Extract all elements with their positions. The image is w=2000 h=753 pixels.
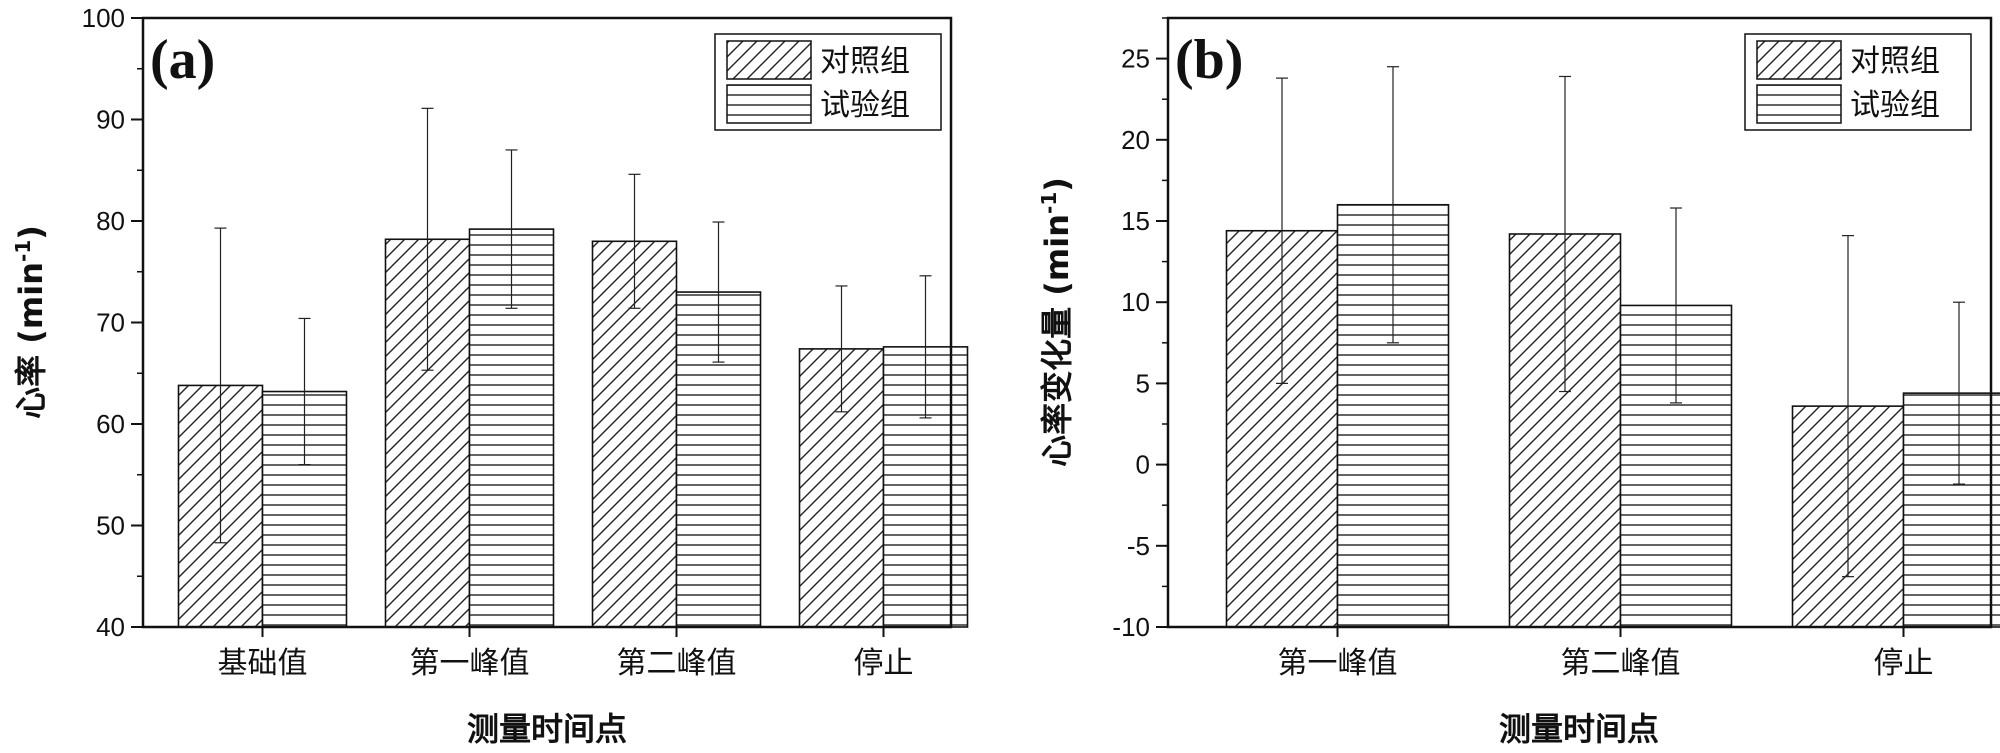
chart-b-x-tick-label: 第二峰值	[1561, 646, 1681, 681]
chart-b-legend-label-test: 试验组	[1850, 88, 1940, 123]
chart-panel-b: 第一峰值 第二峰值 停止 -10 -5 0 5 10 15 20 25 (b) 测量时间点 心率变化…	[1037, 16, 2000, 748]
chart-a-axes: 基础值 第一峰值 第二峰值 停止 40 50 60 70 80 90 100	[82, 3, 914, 681]
chart-b-y-tick-label: 0	[1136, 450, 1150, 480]
chart-a-legend-label-control: 对照组	[820, 44, 910, 79]
chart-a-marks	[177, 107, 969, 628]
chart-a-x-tick-label: 第一峰值	[410, 646, 530, 681]
chart-a-legend: 对照组 试验组	[714, 33, 942, 131]
chart-a-legend-swatch-test	[726, 84, 812, 124]
chart-b-y-axis-title: 心率变化量 (min-1)	[1037, 177, 1076, 467]
chart-b-y-tick-label: 10	[1121, 287, 1150, 317]
chart-b-legend: 对照组 试验组	[1744, 33, 1972, 131]
chart-b-y-tick-label: -10	[1112, 612, 1150, 642]
chart-b-legend-swatch-control	[1756, 40, 1842, 80]
chart-a-x-axis-title: 测量时间点	[467, 710, 627, 748]
chart-a-y-tick-label: 100	[82, 3, 125, 33]
chart-a-y-axis-title: 心率 (min-1)	[11, 225, 50, 419]
chart-a-legend-swatch-control	[726, 40, 812, 80]
chart-a-y-axis-title-main: 心率 (min	[12, 262, 50, 419]
chart-b-x-tick-label: 停止	[1874, 646, 1934, 681]
chart-b-y-axis-title-main: 心率变化量 (min	[1038, 214, 1076, 467]
chart-a-y-tick-label: 40	[96, 612, 125, 642]
chart-b-y-axis-title-sup: -1	[1037, 192, 1061, 214]
chart-b-y-tick-label: 5	[1136, 368, 1150, 398]
chart-a-legend-label-test: 试验组	[820, 88, 910, 123]
chart-a-y-tick-label: 50	[96, 511, 125, 541]
chart-a-y-tick-label: 90	[96, 105, 125, 135]
chart-a-y-tick-label: 80	[96, 206, 125, 236]
chart-b-y-tick-label: 20	[1121, 125, 1150, 155]
chart-b-axes: 第一峰值 第二峰值 停止 -10 -5 0 5 10 15 20 25	[1112, 17, 1934, 681]
chart-a-x-tick-label: 停止	[854, 646, 914, 681]
chart-a-y-tick-label: 70	[96, 308, 125, 338]
chart-b-y-tick-label: 25	[1121, 44, 1150, 74]
chart-b-bar-s1-c2	[1902, 392, 2000, 628]
chart-b-y-tick-label: 15	[1121, 206, 1150, 236]
chart-b-legend-label-control: 对照组	[1850, 44, 1940, 79]
chart-a-y-tick-label: 60	[96, 409, 125, 439]
chart-b-y-axis-title-close: )	[1038, 177, 1076, 192]
chart-panel-a: 基础值 第一峰值 第二峰值 停止 40 50 60 70 80 90 100 (a) 测量时间点 心…	[11, 3, 969, 748]
chart-a-y-axis-title-sup: -1	[11, 240, 35, 262]
chart-b-y-tick-label: -5	[1127, 531, 1150, 561]
chart-b-panel-label: (b)	[1175, 29, 1243, 91]
chart-b-x-tick-label: 第一峰值	[1278, 646, 1398, 681]
chart-a-panel-label: (a)	[150, 29, 215, 91]
chart-b-plot-frame	[1166, 16, 1993, 629]
chart-a-x-tick-label: 基础值	[218, 646, 308, 681]
chart-b-marks	[1225, 66, 2000, 628]
chart-a-y-axis-title-close: )	[12, 225, 50, 240]
chart-b-legend-swatch-test	[1756, 84, 1842, 124]
chart-b-x-axis-title: 测量时间点	[1499, 710, 1659, 748]
chart-a-x-tick-label: 第二峰值	[617, 646, 737, 681]
